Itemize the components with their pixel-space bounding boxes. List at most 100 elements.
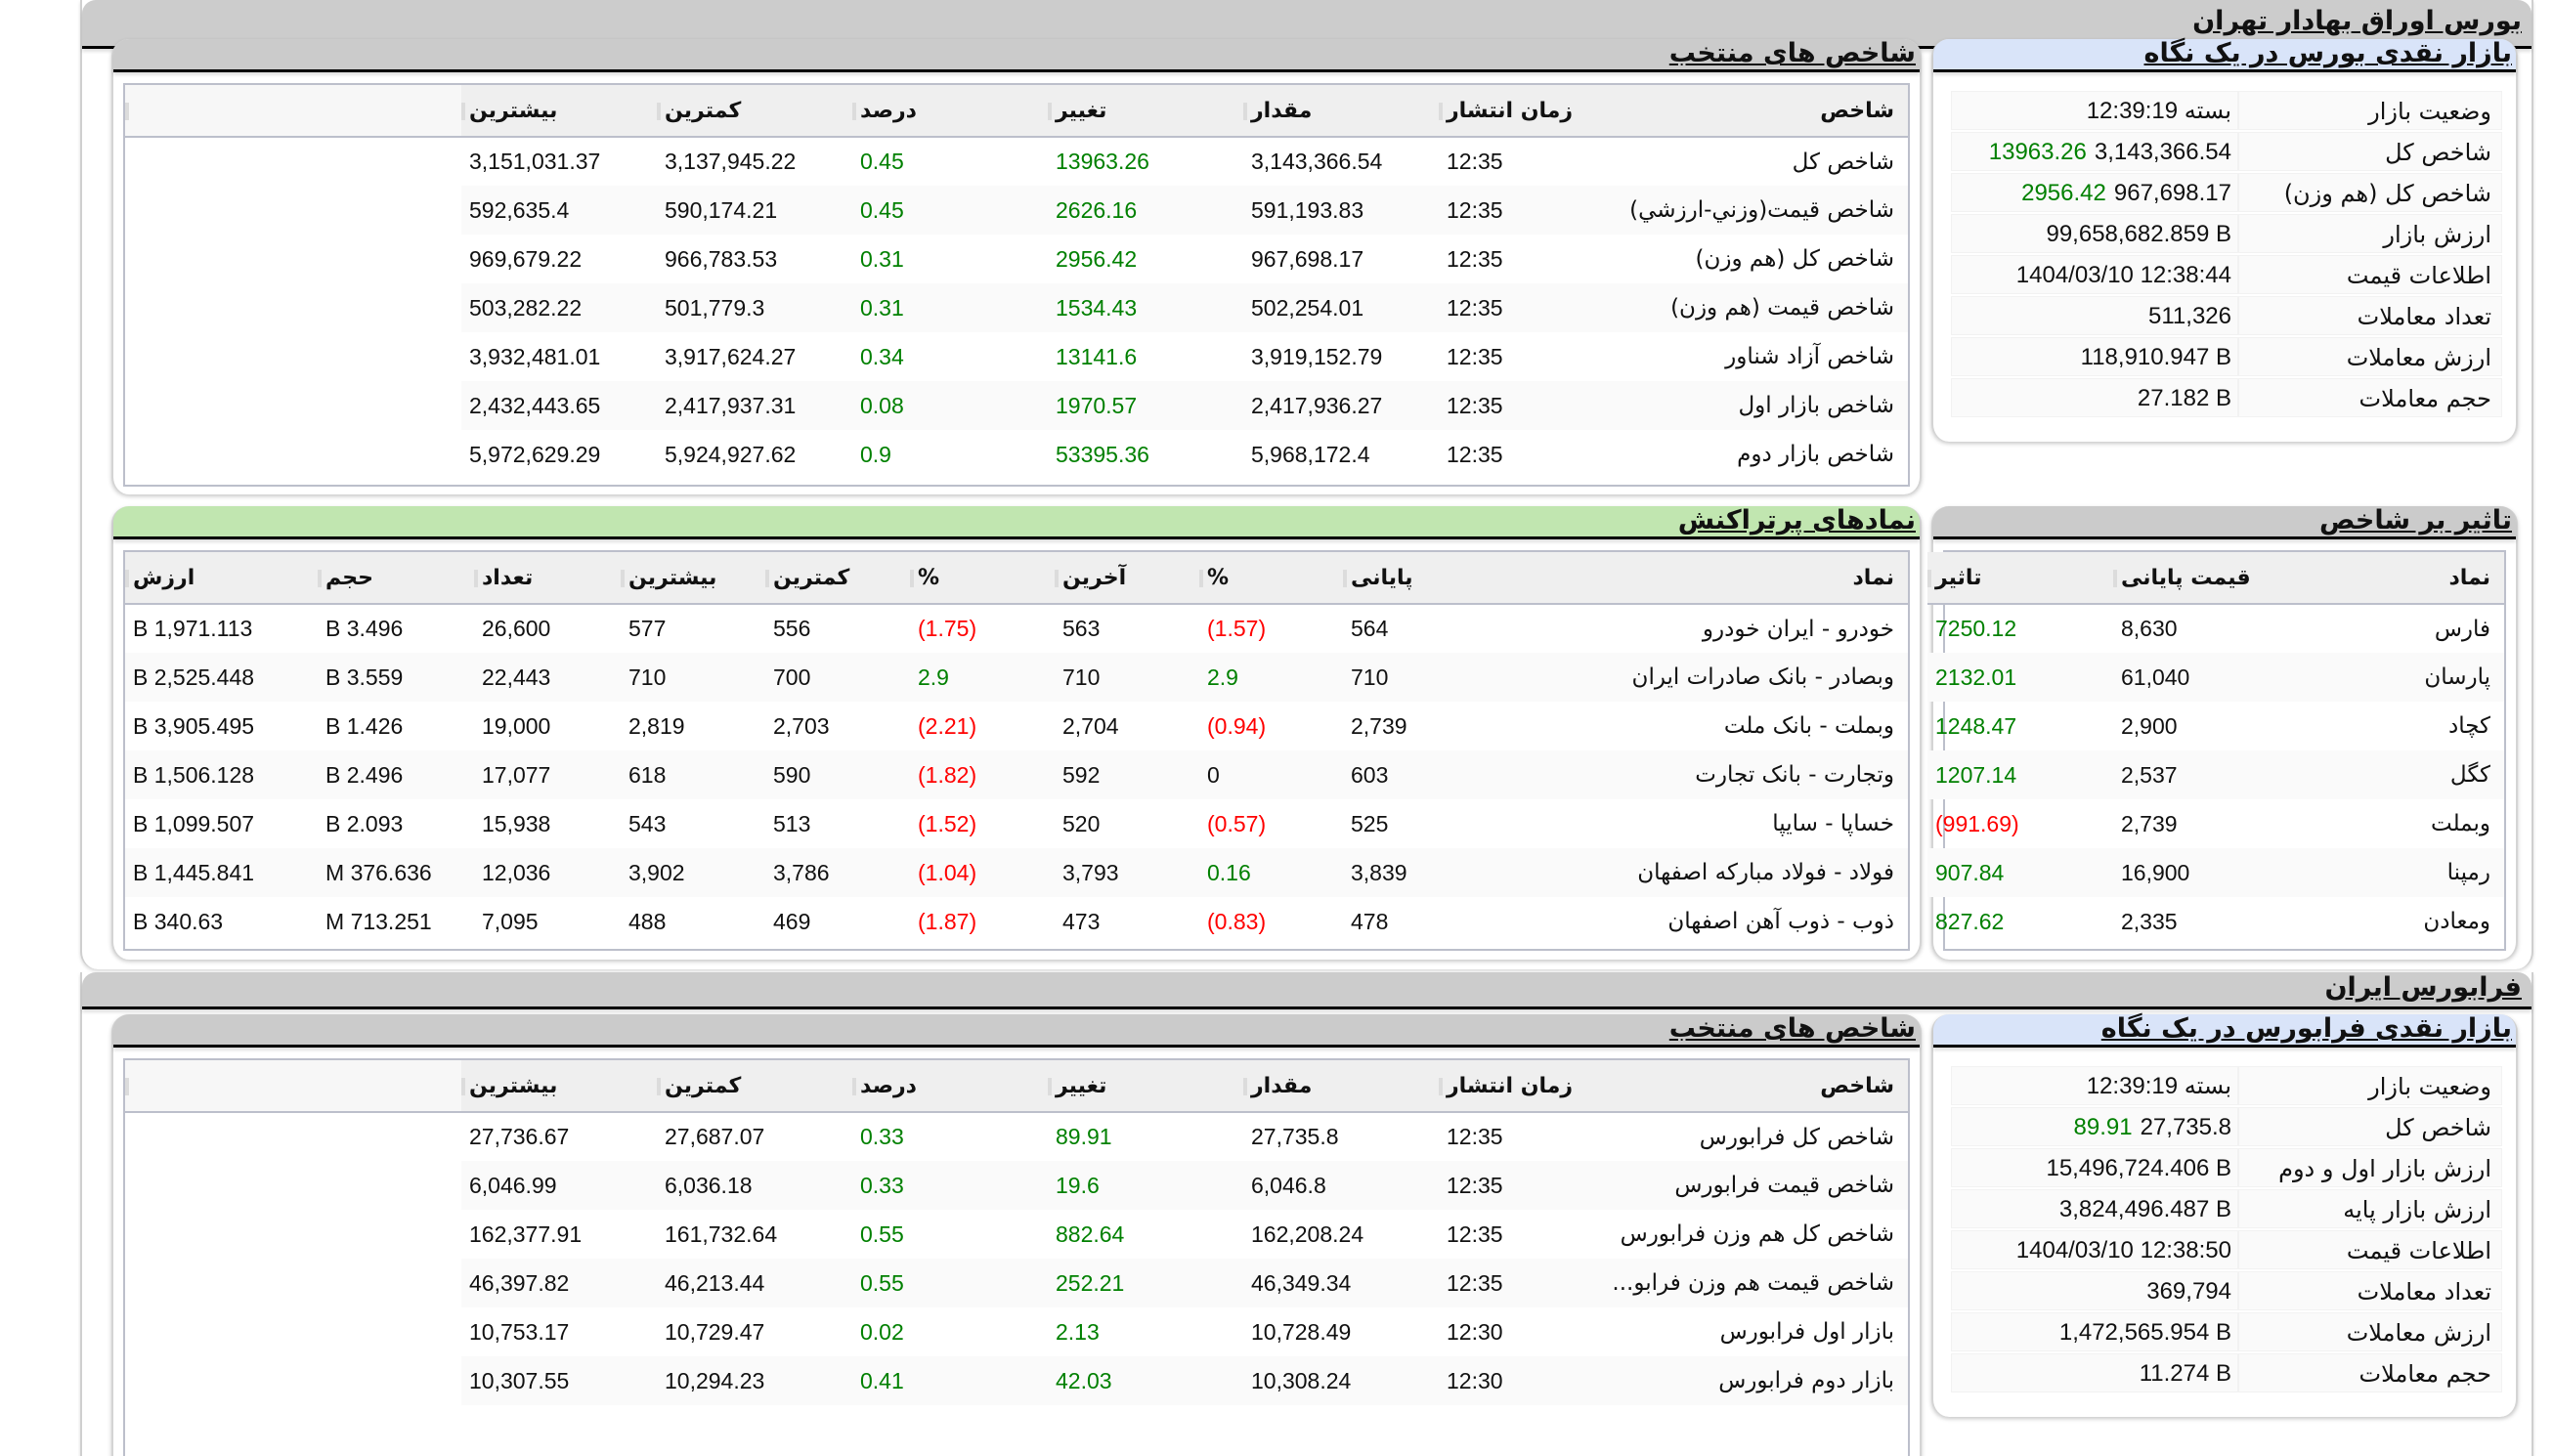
empty-cell — [125, 137, 461, 186]
table-row[interactable]: شاخص قیمت (هم وزن) 12:35 502,254.01 1534.43… — [125, 283, 1908, 332]
table-row[interactable]: کچاد 2,900 1248.47 — [1927, 702, 2504, 750]
table-row[interactable]: شاخص کل (هم وزن) 12:35 967,698.17 2956.42 0.… — [125, 235, 1908, 283]
col-header-change[interactable]: تغییر — [1048, 85, 1243, 138]
glance-value-cell: 1404/03/10 12:38:50 — [1951, 1230, 2238, 1269]
index-name: شاخص کل — [1792, 149, 1894, 175]
col-header-count[interactable]: تعداد — [474, 552, 621, 605]
bourse-glance-title[interactable]: بازار نقدی بورس در یک نگاه — [1933, 39, 2516, 72]
table-row[interactable]: شاخص کل فرابورس 12:35 27,735.8 89.91 0.33 27,… — [125, 1112, 1908, 1161]
impact-value: 1248.47 — [1935, 712, 2017, 739]
index-impact-title[interactable]: تاثیر بر شاخص — [1933, 506, 2516, 539]
col-header-value[interactable]: مقدار — [1243, 85, 1439, 138]
farabourse-indices-title[interactable]: شاخص های منتخب — [113, 1014, 1920, 1048]
col-header-index[interactable]: شاخص — [1600, 85, 1908, 138]
close-price: 2,537 — [2113, 750, 2299, 799]
col-header-trade-value[interactable]: ارزش — [125, 552, 318, 605]
col-header-impact[interactable]: تاثیر — [1927, 552, 2113, 605]
close-price: 710 — [1343, 653, 1494, 702]
table-row[interactable]: شاخص کل هم وزن فرابورس 12:35 162,208.24 882… — [125, 1210, 1908, 1259]
farabourse-glance-list: وضعیت بازار بسته 12:39:19 شاخص کل 89.91 27,7… — [1947, 1065, 2502, 1393]
table-row[interactable]: پارسان 61,040 2132.01 — [1927, 653, 2504, 702]
col-header-close-price[interactable]: قیمت پایانی — [2113, 552, 2299, 605]
index-high: 3,151,031.37 — [469, 149, 601, 174]
col-header-low[interactable]: کمترین — [657, 85, 852, 138]
table-header-row: نماد پایانی % آخرین % کمترین بیشترین تعد… — [125, 552, 1908, 605]
table-row[interactable]: ومعادن 2,335 827.62 — [1927, 897, 2504, 946]
table-row[interactable]: ذوب - ذوب آهن اصفهان 478 (0.83) 473 (1.87) 46… — [125, 897, 1908, 946]
publish-time: 12:35 — [1447, 343, 1503, 369]
table-row[interactable]: وبملت - بانک ملت 2,739 (0.94) 2,704 (2.21) 2,… — [125, 702, 1908, 750]
index-percent: 0.33 — [852, 1161, 1048, 1210]
col-header-empty — [125, 1060, 461, 1113]
index-high: 5,972,629.29 — [469, 441, 601, 467]
publish-time: 12:35 — [1439, 381, 1600, 430]
last-percent: (1.87) — [918, 908, 977, 934]
bourse-indices-title[interactable]: شاخص های منتخب — [113, 39, 1920, 72]
table-row[interactable]: شاخص قیمت فرابورس 12:35 6,046.8 19.6 0.33 6,0… — [125, 1161, 1908, 1210]
table-row[interactable]: خودرو - ایران خودرو 564 (1.57) 563 (1.75) 556… — [125, 604, 1908, 653]
table-row[interactable]: شاخص قيمت(وزني-ارزشي) 12:35 591,193.83 2626… — [125, 186, 1908, 235]
glance-value: 11.274 B — [2139, 1360, 2231, 1387]
table-row[interactable]: شاخص بازار اول 12:35 2,417,936.27 1970.57 0.… — [125, 381, 1908, 430]
close-percent: 2.9 — [1199, 653, 1343, 702]
last-price: 710 — [1055, 653, 1199, 702]
glance-change: 13963.26 — [1988, 139, 2087, 165]
table-row[interactable]: شاخص کل 12:35 3,143,366.54 13963.26 0.45 3,13… — [125, 137, 1908, 186]
table-row[interactable]: فولاد - فولاد مبارکه اصفهان 3,839 0.16 3,79… — [125, 848, 1908, 897]
glance-row: ارزش بازار 99,658,682.859 B — [1947, 213, 2502, 254]
col-header-percent[interactable]: درصد — [852, 1060, 1048, 1113]
table-row[interactable]: شاخص آزاد شناور 12:35 3,919,152.79 13141.6 0… — [125, 332, 1908, 381]
symbol-name: کچاد — [2447, 713, 2490, 739]
farabourse-glance-title[interactable]: بازار نقدی فرابورس در یک نگاه — [1933, 1014, 2516, 1048]
col-header-last-percent[interactable]: % — [910, 552, 1055, 605]
table-row[interactable]: کگل 2,537 1207.14 — [1927, 750, 2504, 799]
col-header-high[interactable]: بیشترین — [461, 1060, 657, 1113]
table-row[interactable]: وبملت 2,739 (991.69) — [1927, 799, 2504, 848]
col-header-percent[interactable]: درصد — [852, 85, 1048, 138]
col-header-index[interactable]: شاخص — [1600, 1060, 1908, 1113]
table-row[interactable]: بازار اول فرابورس 12:30 10,728.49 2.13 0.02 1… — [125, 1307, 1908, 1356]
publish-time: 12:35 — [1447, 1124, 1503, 1149]
publish-time: 12:35 — [1439, 283, 1600, 332]
col-header-symbol[interactable]: نماد — [1494, 552, 1908, 605]
index-name: شاخص بازار اول — [1600, 381, 1908, 430]
col-header-low[interactable]: کمترین — [765, 552, 910, 605]
col-header-value[interactable]: مقدار — [1243, 1060, 1439, 1113]
index-percent: 0.41 — [852, 1356, 1048, 1405]
glance-label: ارزش معاملات — [2238, 337, 2502, 376]
symbol-name: رمپنا — [2299, 848, 2504, 897]
index-value: 2,417,936.27 — [1243, 381, 1439, 430]
col-header-low[interactable]: کمترین — [657, 1060, 852, 1113]
table-row[interactable]: شاخص قیمت هم وزن فرابو... 12:35 46,349.34 2… — [125, 1259, 1908, 1307]
table-row[interactable]: بازار دوم فرابورس 12:30 10,308.24 42.03 0.41… — [125, 1356, 1908, 1405]
active-symbols-title[interactable]: نمادهای پرتراکنش — [113, 506, 1920, 539]
glance-row: ارزش بازار پایه 3,824,496.487 B — [1947, 1188, 2502, 1229]
index-value: 46,349.34 — [1243, 1259, 1439, 1307]
table-row[interactable]: وبصادر - بانک صادرات ایران 710 2.9 710 2.9 70… — [125, 653, 1908, 702]
index-low: 27,687.07 — [665, 1124, 765, 1149]
table-row[interactable]: شاخص بازار دوم 12:35 5,968,172.4 53395.36 0.… — [125, 430, 1908, 479]
index-value: 502,254.01 — [1243, 283, 1439, 332]
trade-count: 12,036 — [474, 848, 621, 897]
col-header-volume[interactable]: حجم — [318, 552, 474, 605]
empty-cell — [125, 186, 461, 235]
col-header-time[interactable]: زمان انتشار — [1439, 1060, 1600, 1113]
col-header-symbol[interactable]: نماد — [2299, 552, 2504, 605]
col-header-change[interactable]: تغییر — [1048, 1060, 1243, 1113]
farabourse-section-title[interactable]: فرابورس ایران — [82, 972, 2531, 1009]
high-price: 577 — [628, 616, 667, 641]
col-header-last[interactable]: آخرین — [1055, 552, 1199, 605]
col-header-high[interactable]: بیشترین — [461, 85, 657, 138]
index-low: 501,779.3 — [657, 283, 852, 332]
col-header-high[interactable]: بیشترین — [621, 552, 765, 605]
symbol-name: ومعادن — [2423, 909, 2490, 934]
glance-value-cell: 99,658,682.859 B — [1951, 214, 2238, 253]
index-percent: 0.31 — [852, 283, 1048, 332]
col-header-close[interactable]: پایانی — [1343, 552, 1494, 605]
col-header-close-percent[interactable]: % — [1199, 552, 1343, 605]
col-header-time[interactable]: زمان انتشار — [1439, 85, 1600, 138]
table-row[interactable]: رمپنا 16,900 907.84 — [1927, 848, 2504, 897]
table-row[interactable]: خساپا - سایپا 525 (0.57) 520 (1.52) 513 543 15,… — [125, 799, 1908, 848]
table-row[interactable]: فارس 8,630 7250.12 — [1927, 604, 2504, 653]
table-row[interactable]: وتجارت - بانک تجارت 603 0 592 (1.82) 590 618 17… — [125, 750, 1908, 799]
